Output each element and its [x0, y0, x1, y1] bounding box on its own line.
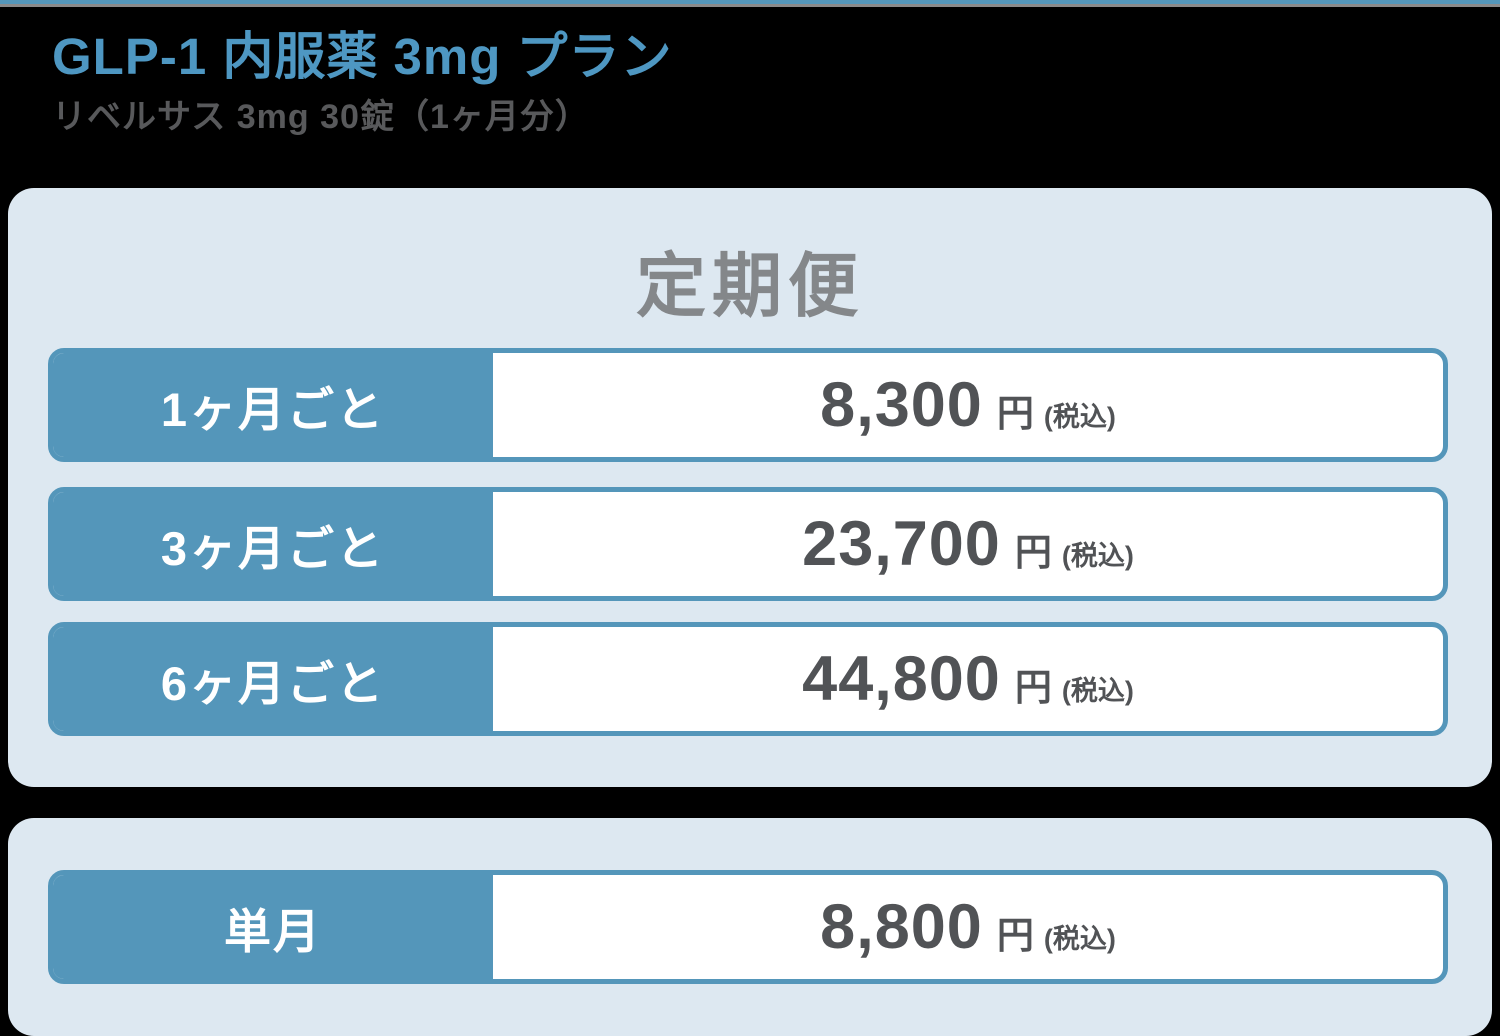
plan-interval-label: 6ヶ月ごと: [53, 627, 493, 731]
price-currency-unit: 円: [996, 915, 1034, 956]
plan-price-cell: 44,800 円 (税込): [493, 627, 1443, 731]
plan-price-cell: 8,800 円 (税込): [493, 875, 1443, 979]
single-month-panel: 単月 8,800 円 (税込): [8, 818, 1492, 1036]
price-group: 44,800 円 (税込): [802, 643, 1134, 715]
subscription-panel: 定期便 1ヶ月ごと 8,300 円 (税込) 3ヶ月ごと 23,700 円 (税…: [8, 188, 1492, 787]
price-amount: 44,800: [802, 644, 1001, 714]
price-group: 8,800 円 (税込): [820, 891, 1116, 963]
tax-included-note: (税込): [1043, 402, 1116, 432]
top-divider-gray-line: [0, 4, 1500, 7]
tax-included-note: (税込): [1061, 676, 1134, 706]
tax-included-note: (税込): [1043, 924, 1116, 954]
price-currency-unit: 円: [1014, 532, 1052, 573]
price-amount: 8,800: [820, 892, 983, 962]
price-currency-unit: 円: [1014, 667, 1052, 708]
price-row-single-month: 単月 8,800 円 (税込): [48, 870, 1448, 984]
price-row-1month: 1ヶ月ごと 8,300 円 (税込): [48, 348, 1448, 462]
plan-header: GLP-1 内服薬 3mg プラン リベルサス 3mg 30錠（1ヶ月分）: [52, 28, 673, 136]
plan-interval-label: 1ヶ月ごと: [53, 353, 493, 457]
page-title: GLP-1 内服薬 3mg プラン: [52, 28, 673, 85]
price-group: 8,300 円 (税込): [820, 369, 1116, 441]
plan-interval-label: 単月: [53, 875, 493, 979]
tax-included-note: (税込): [1061, 541, 1134, 571]
price-currency-unit: 円: [996, 393, 1034, 434]
price-row-6month: 6ヶ月ごと 44,800 円 (税込): [48, 622, 1448, 736]
price-amount: 8,300: [820, 370, 983, 440]
plan-price-cell: 8,300 円 (税込): [493, 353, 1443, 457]
top-divider-blue-line: [0, 0, 1500, 4]
plan-price-cell: 23,700 円 (税込): [493, 492, 1443, 596]
price-row-3month: 3ヶ月ごと 23,700 円 (税込): [48, 487, 1448, 601]
price-amount: 23,700: [802, 509, 1001, 579]
top-divider: [0, 0, 1500, 7]
plan-interval-label: 3ヶ月ごと: [53, 492, 493, 596]
page-subtitle: リベルサス 3mg 30錠（1ヶ月分）: [52, 97, 590, 136]
price-group: 23,700 円 (税込): [802, 508, 1134, 580]
subscription-heading: 定期便: [636, 247, 864, 325]
